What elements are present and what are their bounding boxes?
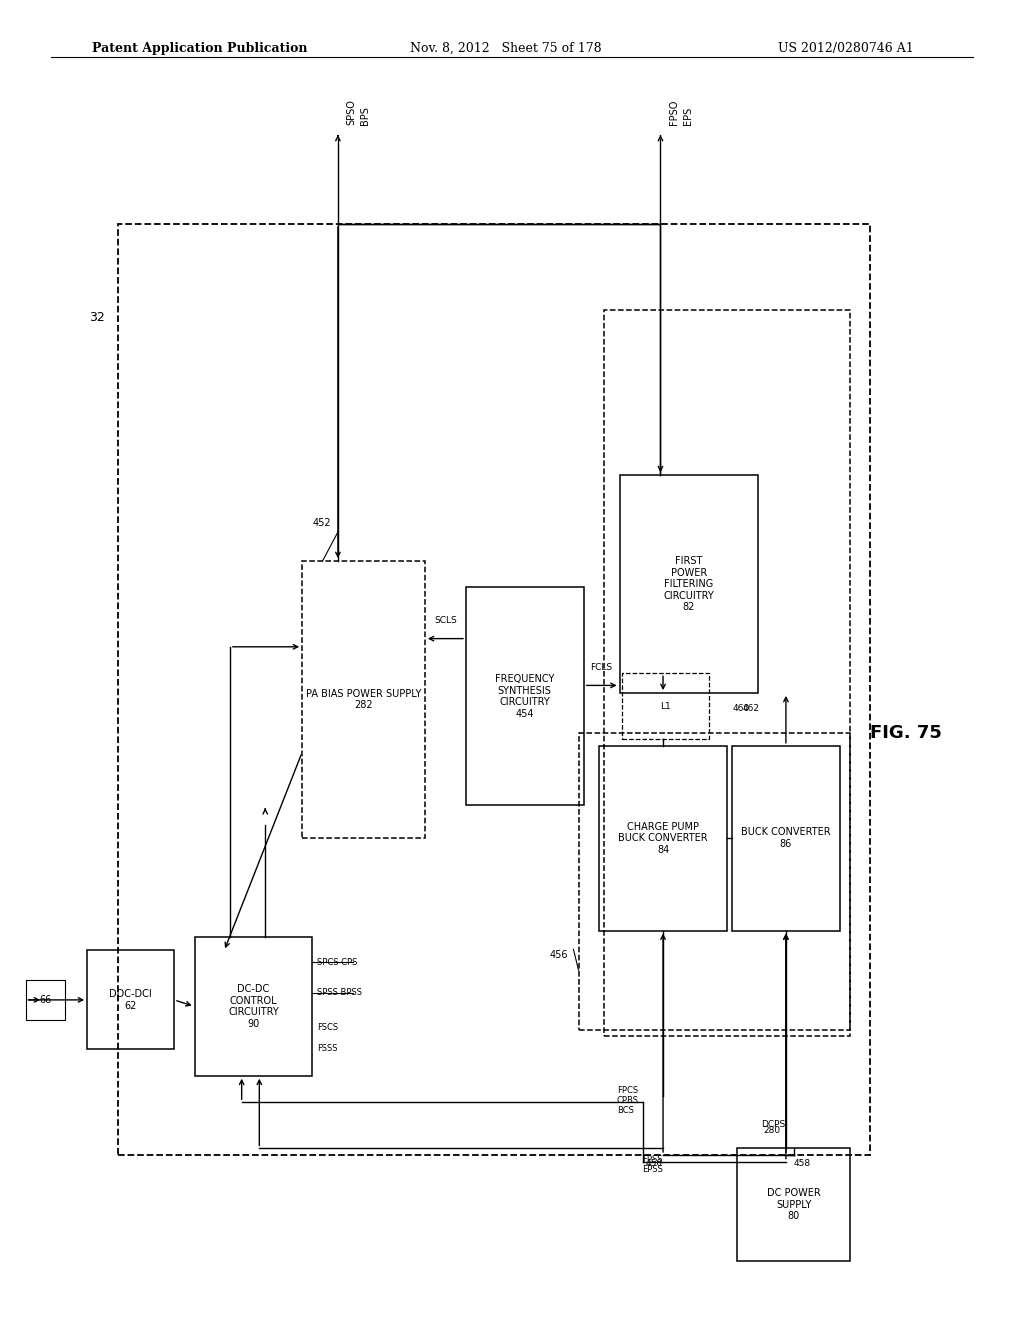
Text: SPSS BPSS: SPSS BPSS [317, 989, 362, 997]
Text: FPSO: FPSO [669, 100, 679, 125]
Text: EPS: EPS [683, 107, 693, 125]
Text: PA BIAS POWER SUPPLY
282: PA BIAS POWER SUPPLY 282 [306, 689, 421, 710]
Text: FPSS
EPSS: FPSS EPSS [643, 1155, 664, 1175]
Text: US 2012/0280746 A1: US 2012/0280746 A1 [778, 42, 914, 55]
Bar [87, 950, 174, 1049]
Text: 458: 458 [794, 1159, 811, 1168]
Text: 280: 280 [763, 1126, 780, 1135]
Text: 66: 66 [39, 995, 51, 1005]
Text: SPCS CPS: SPCS CPS [317, 957, 357, 966]
Text: 452: 452 [312, 517, 331, 528]
Text: FIRST
POWER
FILTERING
CIRCUITRY
82: FIRST POWER FILTERING CIRCUITRY 82 [664, 556, 714, 612]
Text: Patent Application Publication: Patent Application Publication [92, 42, 307, 55]
Text: SCLS: SCLS [434, 616, 457, 626]
Bar [302, 561, 425, 838]
Text: 450: 450 [645, 1159, 663, 1168]
Bar [466, 587, 584, 805]
Text: SPSO: SPSO [346, 99, 356, 125]
Text: DDC-DCI
62: DDC-DCI 62 [110, 989, 152, 1011]
Text: FSCS: FSCS [317, 1023, 339, 1032]
Bar [622, 673, 709, 739]
Text: 462: 462 [742, 704, 760, 713]
Bar [195, 937, 312, 1076]
Bar [118, 224, 870, 1155]
Text: FPCS
CPBS
BCS: FPCS CPBS BCS [616, 1085, 639, 1115]
Text: CHARGE PUMP
BUCK CONVERTER
84: CHARGE PUMP BUCK CONVERTER 84 [618, 821, 708, 855]
Bar [599, 746, 727, 931]
Bar [26, 979, 65, 1020]
Text: FSSS: FSSS [317, 1044, 338, 1052]
Text: DC POWER
SUPPLY
80: DC POWER SUPPLY 80 [767, 1188, 820, 1221]
Text: BUCK CONVERTER
86: BUCK CONVERTER 86 [741, 828, 830, 849]
Text: Nov. 8, 2012   Sheet 75 of 178: Nov. 8, 2012 Sheet 75 of 178 [410, 42, 601, 55]
Text: L1: L1 [659, 702, 671, 710]
Bar [579, 733, 850, 1030]
Text: 32: 32 [89, 312, 105, 323]
Text: DC-DC
CONTROL
CIRCUITRY
90: DC-DC CONTROL CIRCUITRY 90 [228, 985, 279, 1028]
Bar [732, 746, 840, 931]
Text: BPS: BPS [360, 107, 371, 125]
Text: FIG. 75: FIG. 75 [870, 723, 942, 742]
Bar [620, 475, 758, 693]
Text: 456: 456 [550, 950, 568, 961]
Text: FCLS: FCLS [591, 663, 612, 672]
Bar [604, 310, 850, 1036]
Text: FREQUENCY
SYNTHESIS
CIRCUITRY
454: FREQUENCY SYNTHESIS CIRCUITRY 454 [496, 675, 554, 718]
Bar [737, 1148, 850, 1261]
Text: 460: 460 [732, 704, 750, 713]
Text: DCPS: DCPS [761, 1119, 785, 1129]
